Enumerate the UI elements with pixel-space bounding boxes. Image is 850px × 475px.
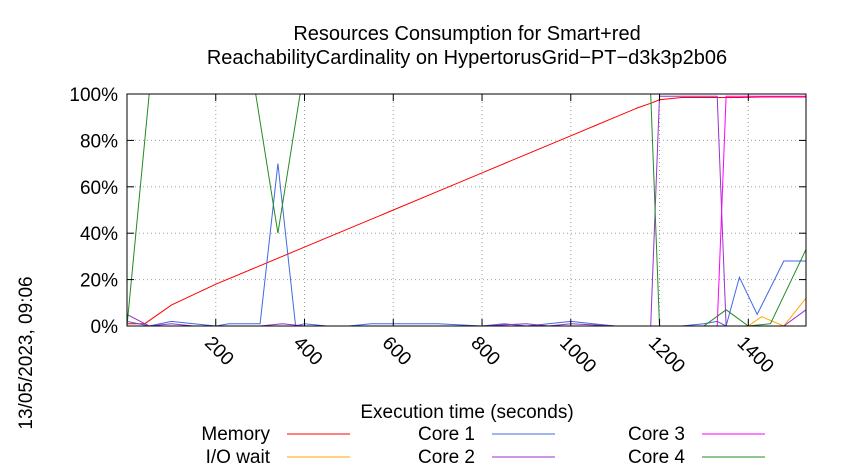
- x-tick-label: 800: [466, 333, 503, 370]
- x-tick-label: 600: [378, 333, 415, 370]
- y-tick-label: 80%: [80, 131, 118, 152]
- legend-label: Memory: [201, 424, 270, 445]
- grid-lines: [127, 94, 806, 326]
- y-tick-label: 40%: [80, 224, 118, 245]
- x-axis-label: Execution time (seconds): [360, 402, 573, 423]
- plot-series: [126, 93, 807, 327]
- timestamp-label: 13/05/2023, 09:06: [16, 276, 37, 429]
- legend-label: Core 4: [628, 447, 685, 468]
- y-axis-ticks: 0% 20% 40% 60% 80% 100%: [69, 85, 806, 338]
- y-tick-label: 60%: [80, 178, 118, 199]
- x-tick-label: 1200: [644, 333, 689, 378]
- y-tick-label: 100%: [69, 85, 118, 106]
- series-line-core-4: [126, 93, 807, 327]
- legend-label: Core 2: [418, 447, 475, 468]
- y-tick-label: 20%: [80, 271, 118, 292]
- x-axis-ticks: 200 400 600 800 1000 1200 1400: [200, 94, 778, 378]
- series-line-core-2: [126, 95, 807, 327]
- y-tick-label: 0%: [91, 317, 119, 338]
- x-tick-label: 200: [200, 333, 237, 370]
- series-line-core-1: [126, 163, 806, 327]
- chart-title: Resources Consumption for Smart+red Reac…: [207, 23, 727, 69]
- legend-label: Core 1: [418, 424, 475, 445]
- x-tick-label: 1400: [733, 333, 778, 378]
- chart-title-line1: Resources Consumption for Smart+red: [293, 23, 640, 45]
- series-line-i-o-wait: [127, 297, 807, 327]
- chart-title-line2: ReachabilityCardinality on HypertorusGri…: [207, 47, 727, 69]
- series-line-core-3: [127, 95, 806, 327]
- legend-label: Core 3: [628, 424, 685, 445]
- x-tick-label: 400: [289, 333, 326, 370]
- legend-label: I/O wait: [206, 447, 271, 468]
- series-line-memory: [127, 96, 806, 325]
- x-tick-label: 1000: [555, 333, 600, 378]
- plot-frame: [126, 93, 807, 327]
